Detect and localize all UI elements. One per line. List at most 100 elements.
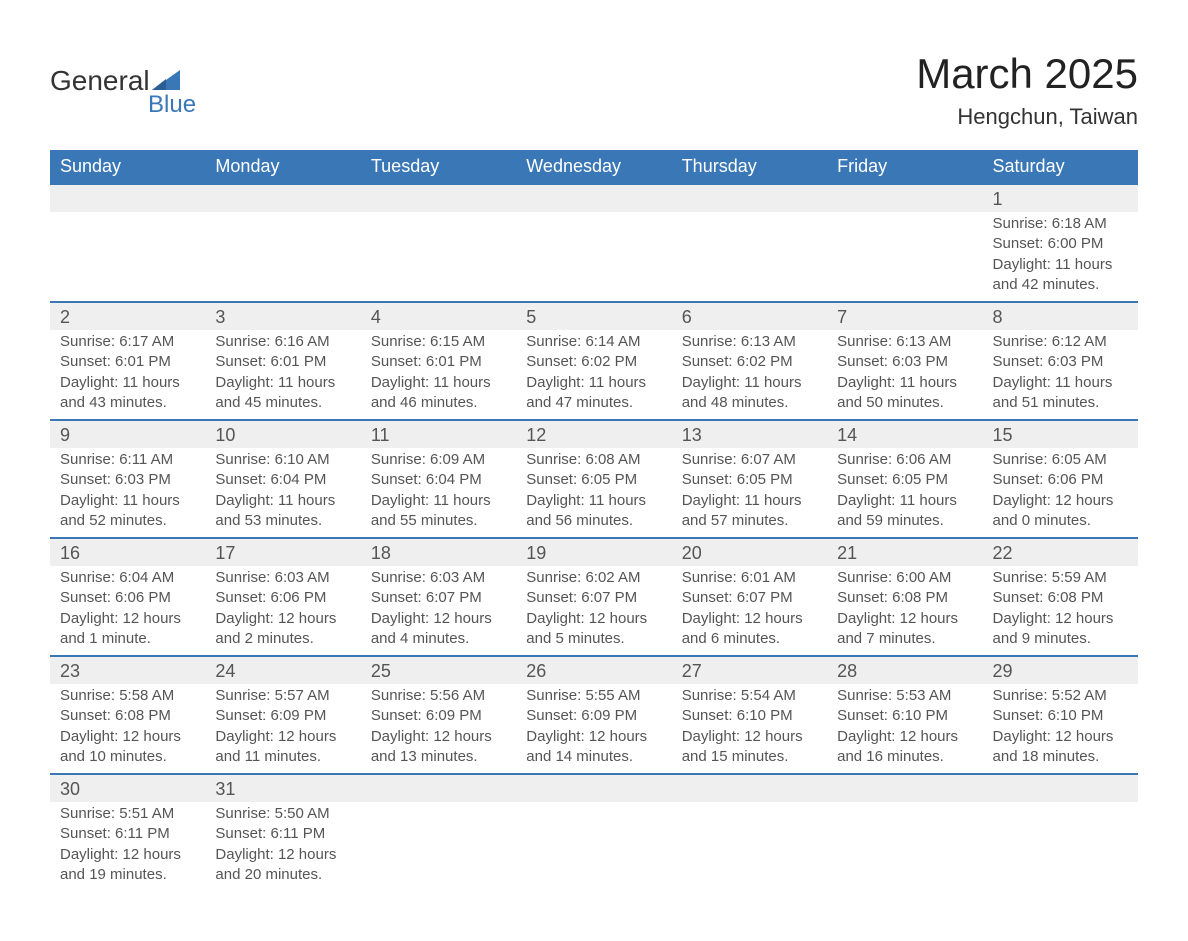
day-number-cell	[516, 184, 671, 212]
weekday-header: Sunday	[50, 150, 205, 184]
day-number-cell: 16	[50, 538, 205, 566]
weekday-header: Saturday	[983, 150, 1138, 184]
day-detail-cell: Sunrise: 6:06 AMSunset: 6:05 PMDaylight:…	[827, 448, 982, 538]
sunset-line: Sunset: 6:04 PM	[371, 470, 506, 490]
day-number-cell: 21	[827, 538, 982, 566]
sunset-line: Sunset: 6:07 PM	[371, 588, 506, 608]
daylight-line: Daylight: 11 hours and 51 minutes.	[993, 373, 1128, 414]
sunrise-line: Sunrise: 6:16 AM	[215, 332, 350, 352]
day-detail-cell: Sunrise: 6:03 AMSunset: 6:07 PMDaylight:…	[361, 566, 516, 656]
sunrise-line: Sunrise: 6:01 AM	[682, 568, 817, 588]
logo-word2: Blue	[148, 91, 196, 119]
day-detail-cell: Sunrise: 5:51 AMSunset: 6:11 PMDaylight:…	[50, 802, 205, 891]
daylight-line: Daylight: 11 hours and 56 minutes.	[526, 491, 661, 532]
day-number-cell: 13	[672, 420, 827, 448]
day-detail-cell: Sunrise: 5:53 AMSunset: 6:10 PMDaylight:…	[827, 684, 982, 774]
weekday-header: Thursday	[672, 150, 827, 184]
day-number-row: 23242526272829	[50, 656, 1138, 684]
day-number-cell	[983, 774, 1138, 802]
day-detail-cell	[672, 802, 827, 891]
page-header: General Blue March 2025 Hengchun, Taiwan	[50, 50, 1138, 130]
day-detail-cell	[205, 212, 360, 302]
sunset-line: Sunset: 6:02 PM	[526, 352, 661, 372]
day-detail-cell: Sunrise: 6:14 AMSunset: 6:02 PMDaylight:…	[516, 330, 671, 420]
day-number-cell: 29	[983, 656, 1138, 684]
day-number-cell: 8	[983, 302, 1138, 330]
day-number-cell	[205, 184, 360, 212]
daylight-line: Daylight: 11 hours and 50 minutes.	[837, 373, 972, 414]
day-detail-row: Sunrise: 5:51 AMSunset: 6:11 PMDaylight:…	[50, 802, 1138, 891]
sunset-line: Sunset: 6:08 PM	[60, 706, 195, 726]
day-number-row: 16171819202122	[50, 538, 1138, 566]
daylight-line: Daylight: 12 hours and 15 minutes.	[682, 727, 817, 768]
sunset-line: Sunset: 6:01 PM	[215, 352, 350, 372]
day-number-cell	[361, 774, 516, 802]
day-number-cell: 1	[983, 184, 1138, 212]
month-title: March 2025	[916, 50, 1138, 98]
weekday-header: Friday	[827, 150, 982, 184]
daylight-line: Daylight: 11 hours and 53 minutes.	[215, 491, 350, 532]
daylight-line: Daylight: 12 hours and 19 minutes.	[60, 845, 195, 886]
day-number-cell: 17	[205, 538, 360, 566]
calendar-body: 1 Sunrise: 6:18 AMSunset: 6:00 PMDayligh…	[50, 184, 1138, 891]
daylight-line: Daylight: 12 hours and 16 minutes.	[837, 727, 972, 768]
day-detail-cell	[50, 212, 205, 302]
day-detail-cell	[827, 212, 982, 302]
day-number-row: 3031	[50, 774, 1138, 802]
sunrise-line: Sunrise: 6:05 AM	[993, 450, 1128, 470]
day-number-row: 1	[50, 184, 1138, 212]
day-detail-row: Sunrise: 5:58 AMSunset: 6:08 PMDaylight:…	[50, 684, 1138, 774]
sunset-line: Sunset: 6:04 PM	[215, 470, 350, 490]
day-number-cell: 18	[361, 538, 516, 566]
sunrise-line: Sunrise: 6:00 AM	[837, 568, 972, 588]
sunrise-line: Sunrise: 6:17 AM	[60, 332, 195, 352]
daylight-line: Daylight: 11 hours and 59 minutes.	[837, 491, 972, 532]
day-detail-cell: Sunrise: 6:10 AMSunset: 6:04 PMDaylight:…	[205, 448, 360, 538]
daylight-line: Daylight: 11 hours and 42 minutes.	[993, 255, 1128, 296]
sunset-line: Sunset: 6:03 PM	[60, 470, 195, 490]
sunset-line: Sunset: 6:07 PM	[682, 588, 817, 608]
sunset-line: Sunset: 6:07 PM	[526, 588, 661, 608]
day-detail-cell	[516, 802, 671, 891]
sunrise-line: Sunrise: 6:18 AM	[993, 214, 1128, 234]
sunrise-line: Sunrise: 6:13 AM	[837, 332, 972, 352]
day-detail-row: Sunrise: 6:18 AMSunset: 6:00 PMDaylight:…	[50, 212, 1138, 302]
day-number-cell: 11	[361, 420, 516, 448]
daylight-line: Daylight: 11 hours and 43 minutes.	[60, 373, 195, 414]
weekday-header: Tuesday	[361, 150, 516, 184]
sunset-line: Sunset: 6:09 PM	[215, 706, 350, 726]
day-detail-cell	[361, 802, 516, 891]
daylight-line: Daylight: 12 hours and 20 minutes.	[215, 845, 350, 886]
day-detail-cell: Sunrise: 6:08 AMSunset: 6:05 PMDaylight:…	[516, 448, 671, 538]
sunset-line: Sunset: 6:08 PM	[993, 588, 1128, 608]
sunrise-line: Sunrise: 6:15 AM	[371, 332, 506, 352]
daylight-line: Daylight: 12 hours and 10 minutes.	[60, 727, 195, 768]
day-detail-cell: Sunrise: 5:54 AMSunset: 6:10 PMDaylight:…	[672, 684, 827, 774]
daylight-line: Daylight: 11 hours and 57 minutes.	[682, 491, 817, 532]
day-number-cell: 6	[672, 302, 827, 330]
day-detail-cell: Sunrise: 5:50 AMSunset: 6:11 PMDaylight:…	[205, 802, 360, 891]
daylight-line: Daylight: 12 hours and 13 minutes.	[371, 727, 506, 768]
sunrise-line: Sunrise: 6:13 AM	[682, 332, 817, 352]
day-number-cell	[672, 184, 827, 212]
sunrise-line: Sunrise: 5:51 AM	[60, 804, 195, 824]
sunrise-line: Sunrise: 5:50 AM	[215, 804, 350, 824]
day-number-cell: 23	[50, 656, 205, 684]
sunset-line: Sunset: 6:05 PM	[837, 470, 972, 490]
daylight-line: Daylight: 11 hours and 45 minutes.	[215, 373, 350, 414]
daylight-line: Daylight: 12 hours and 0 minutes.	[993, 491, 1128, 532]
day-detail-cell: Sunrise: 6:13 AMSunset: 6:02 PMDaylight:…	[672, 330, 827, 420]
sunset-line: Sunset: 6:06 PM	[215, 588, 350, 608]
sunset-line: Sunset: 6:05 PM	[526, 470, 661, 490]
day-number-cell: 19	[516, 538, 671, 566]
day-number-cell	[827, 184, 982, 212]
sunset-line: Sunset: 6:06 PM	[993, 470, 1128, 490]
daylight-line: Daylight: 11 hours and 48 minutes.	[682, 373, 817, 414]
weekday-header: Wednesday	[516, 150, 671, 184]
day-number-cell: 31	[205, 774, 360, 802]
day-detail-cell	[672, 212, 827, 302]
sunrise-line: Sunrise: 6:09 AM	[371, 450, 506, 470]
sunrise-line: Sunrise: 6:03 AM	[371, 568, 506, 588]
sunset-line: Sunset: 6:11 PM	[60, 824, 195, 844]
day-number-cell: 10	[205, 420, 360, 448]
